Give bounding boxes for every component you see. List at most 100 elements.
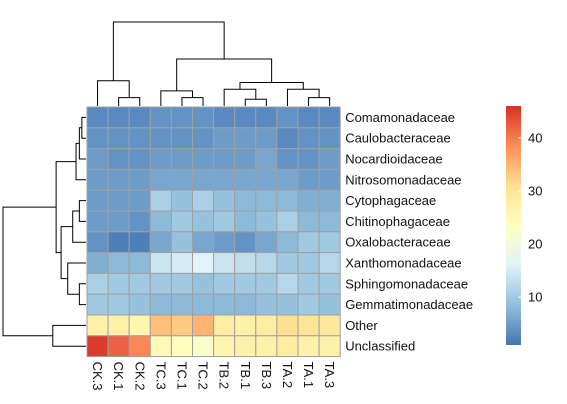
heatmap-cell — [318, 168, 341, 191]
heatmap-cell — [192, 231, 215, 254]
legend-color-bar — [506, 106, 521, 345]
heatmap-cell — [128, 127, 151, 150]
heatmap-cell — [107, 314, 130, 337]
heatmap-cell — [213, 148, 236, 170]
heatmap-cell — [276, 189, 299, 212]
color-legend: 10 20 30 40 — [506, 106, 542, 345]
heatmap-cell — [297, 168, 320, 191]
heatmap-cell — [149, 272, 172, 295]
heatmap-cell — [128, 293, 151, 316]
heatmap-cell — [192, 127, 215, 150]
heatmap-cell — [149, 106, 172, 129]
heatmap-cell — [297, 272, 320, 295]
heatmap-cell — [86, 272, 109, 295]
dendrogram-link — [81, 116, 86, 139]
heatmap-cell — [149, 335, 172, 358]
heatmap-cell — [234, 293, 257, 316]
heatmap-cell — [255, 252, 278, 274]
heatmap-cell — [297, 148, 320, 170]
heatmap-cell — [170, 210, 193, 233]
dendrogram-link — [75, 142, 86, 181]
heatmap-cell — [107, 148, 130, 170]
heatmap-cell — [107, 168, 130, 191]
dendrogram-link — [239, 81, 304, 90]
heatmap-cell — [170, 127, 193, 150]
legend-tick-label: 10 — [528, 290, 542, 305]
heatmap-cell — [149, 127, 172, 150]
heatmap-cell — [276, 335, 299, 358]
heatmap-cell — [107, 106, 130, 129]
heatmap-cell — [213, 168, 236, 191]
heatmap-cell — [107, 252, 130, 274]
heatmap-cell — [213, 231, 236, 254]
heatmap-cell — [86, 314, 109, 337]
heatmap-cell — [255, 210, 278, 233]
heatmap-cell — [234, 314, 257, 337]
heatmap-cell — [128, 272, 151, 295]
heatmap-cell — [86, 335, 109, 358]
heatmap-cells — [86, 106, 341, 358]
heatmap-cell — [234, 106, 257, 129]
column-label: TA.3 — [322, 362, 337, 389]
heatmap-cell — [255, 231, 278, 254]
heatmap-cell — [318, 335, 341, 358]
dendrogram-link — [60, 226, 73, 280]
row-label: Caulobacteraceae — [345, 131, 451, 146]
heatmap-cell — [318, 272, 341, 295]
heatmap-cell — [192, 168, 215, 191]
heatmap-cell — [276, 106, 299, 129]
heatmap-cell — [170, 168, 193, 191]
heatmap-cell — [107, 210, 130, 233]
heatmap-cell — [276, 231, 299, 254]
heatmap-cell — [255, 148, 278, 170]
heatmap-cell — [107, 127, 130, 150]
heatmap-cell — [318, 106, 341, 129]
row-label: Cytophagaceae — [345, 193, 436, 208]
heatmap-cell — [192, 106, 215, 129]
column-labels: CK.3 CK.1 CK.2 TC.3 TC.1 TC.2 TB.2 TB.1 TB.3 TA.2… — [90, 362, 337, 391]
heatmap-cell — [170, 314, 193, 337]
heatmap-cell — [86, 127, 109, 150]
heatmap-cell — [297, 127, 320, 150]
heatmap-cell — [255, 293, 278, 316]
heatmap-cell — [192, 293, 215, 316]
dendrogram-link — [52, 324, 86, 347]
heatmap-cell — [86, 210, 109, 233]
heatmap-cell — [86, 189, 109, 212]
heatmap-cell — [297, 106, 320, 129]
heatmap-cell — [86, 168, 109, 191]
heatmap-cell — [234, 168, 257, 191]
heatmap-cell — [276, 314, 299, 337]
heatmap-cell — [192, 314, 215, 337]
heatmap-cell — [192, 148, 215, 170]
row-label: Other — [345, 318, 378, 333]
heatmap-cell — [255, 314, 278, 337]
column-label: TC.1 — [174, 362, 189, 390]
dendrogram-link — [244, 98, 267, 106]
heatmap-cell — [276, 272, 299, 295]
dendrogram-link — [2, 206, 57, 337]
heatmap-cell — [128, 335, 151, 358]
heatmap-cell — [297, 210, 320, 233]
heatmap-cell — [149, 252, 172, 274]
heatmap-cell — [318, 148, 341, 170]
heatmap-cell — [128, 231, 151, 254]
heatmap-cell — [297, 314, 320, 337]
column-dendrogram — [97, 21, 331, 106]
heatmap-cell — [276, 293, 299, 316]
heatmap-cell — [192, 252, 215, 274]
heatmap-cell — [318, 231, 341, 254]
heatmap-cell — [86, 106, 109, 129]
heatmap-cell — [318, 252, 341, 274]
heatmap-cell — [234, 210, 257, 233]
column-label: TA.1 — [301, 362, 316, 389]
dendrogram-link — [97, 80, 130, 106]
heatmap-cell — [128, 314, 151, 337]
heatmap-cell — [234, 127, 257, 150]
dendrogram-link — [78, 127, 86, 160]
heatmap-cell — [255, 106, 278, 129]
heatmap-cell — [107, 293, 130, 316]
heatmap-cell — [255, 335, 278, 358]
heatmap-cell — [213, 106, 236, 129]
row-label: Nocardioidaceae — [345, 152, 443, 167]
